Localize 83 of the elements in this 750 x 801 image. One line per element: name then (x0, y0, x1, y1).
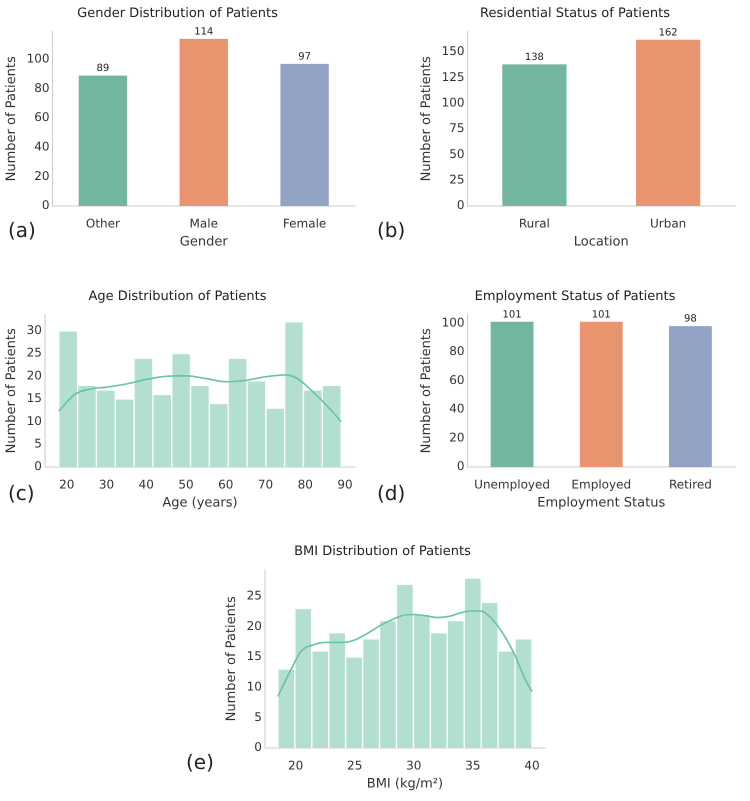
y-tick-label: 80 (34, 80, 50, 95)
x-axis-title: Gender (180, 234, 228, 250)
data-label: 162 (658, 27, 678, 38)
x-tick-label: 30 (406, 758, 422, 772)
data-label: 98 (684, 314, 697, 325)
y-tick-label: 40 (34, 140, 50, 154)
x-tick-label: Other (86, 216, 120, 230)
y-tick-label: 0 (456, 459, 465, 474)
y-tick-label: 0 (34, 459, 42, 474)
y-tick-label: 5 (254, 710, 262, 724)
x-tick-label: 20 (59, 477, 74, 492)
x-axis-title: Location (574, 234, 629, 250)
y-tick-label: 0 (254, 740, 262, 754)
y-tick-label: 10 (246, 679, 262, 694)
x-tick-label: Rural (518, 216, 550, 230)
chart-title: Employment Status of Patients (474, 289, 676, 304)
chart-title: Age Distribution of Patients (88, 289, 267, 304)
x-axis-title: Employment Status (537, 496, 666, 511)
y-tick-label: 60 (34, 110, 50, 124)
x-tick-label: 70 (258, 477, 274, 492)
text: (c) (8, 481, 35, 505)
y-tick-label: 100 (26, 52, 50, 66)
line-series (58, 374, 342, 422)
x-tick-label: 40 (138, 477, 154, 492)
x-tick-label: Unemployed (474, 477, 550, 492)
y-tick-label: 10 (26, 414, 42, 428)
text: (d) (377, 481, 406, 505)
x-axis-title: Age (years) (162, 496, 238, 511)
y-tick-label: 25 (246, 588, 262, 602)
x-tick-label: Urban (650, 216, 686, 230)
data-label: 101 (592, 309, 611, 320)
x-tick-label: 50 (178, 477, 194, 492)
x-tick-label: 30 (98, 477, 114, 492)
x-tick-label: Male (190, 216, 218, 230)
x-tick-label: 40 (524, 758, 540, 772)
x-tick-label: 80 (298, 477, 313, 492)
text: (b) (377, 218, 406, 242)
x-tick-label: 90 (337, 477, 353, 492)
y-tick-label: 60 (449, 372, 465, 387)
data-label: 138 (524, 52, 544, 64)
data-label: 114 (194, 26, 214, 38)
chart-title: Gender Distribution of Patients (77, 6, 278, 22)
y-tick-label: 25 (26, 346, 42, 360)
data-label: 97 (298, 51, 311, 62)
y-axis-title: Number of Patients (4, 56, 20, 182)
text: (a) (8, 218, 36, 242)
y-tick-label: 125 (442, 70, 465, 84)
x-tick-label: Female (282, 216, 326, 230)
y-tick-label: 75 (449, 121, 465, 136)
y-tick-label: 20 (246, 618, 262, 633)
y-tick-label: 80 (449, 344, 465, 358)
y-tick-label: 0 (456, 198, 465, 212)
line-series (277, 610, 533, 698)
y-tick-label: 20 (449, 430, 465, 444)
x-tick-label: Employed (571, 477, 632, 492)
chart-title: BMI Distribution of Patients (294, 544, 472, 560)
chart-title: Residential Status of Patients (480, 6, 670, 22)
y-tick-label: 40 (449, 402, 465, 416)
y-tick-label: 50 (449, 146, 465, 161)
y-tick-label: 150 (442, 44, 465, 58)
y-tick-label: 30 (26, 323, 42, 338)
y-tick-label: 25 (449, 172, 465, 186)
y-tick-label: 15 (26, 391, 42, 406)
y-tick-label: 5 (34, 436, 42, 450)
y-axis-title: Number of Patients (419, 328, 434, 454)
y-axis-title: Number of Patients (419, 56, 434, 182)
y-tick-label: 20 (34, 168, 50, 183)
y-axis-title: Number of Patients (4, 328, 20, 454)
y-axis-title: Number of Patients (224, 596, 240, 722)
x-axis-title: BMI (kg/m²) (366, 776, 444, 792)
x-tick-label: 20 (288, 758, 304, 772)
y-tick-label: 100 (442, 315, 465, 330)
x-tick-label: 35 (465, 758, 481, 772)
data-label: 89 (96, 63, 110, 74)
x-tick-label: 60 (218, 477, 234, 492)
x-tick-label: Retired (668, 477, 712, 492)
text: (e) (186, 750, 214, 774)
y-tick-label: 100 (442, 96, 465, 110)
y-tick-label: 0 (42, 198, 50, 212)
y-tick-label: 20 (26, 368, 42, 382)
data-label: 101 (502, 309, 522, 320)
y-tick-label: 15 (246, 649, 262, 664)
x-tick-label: 25 (347, 758, 362, 772)
